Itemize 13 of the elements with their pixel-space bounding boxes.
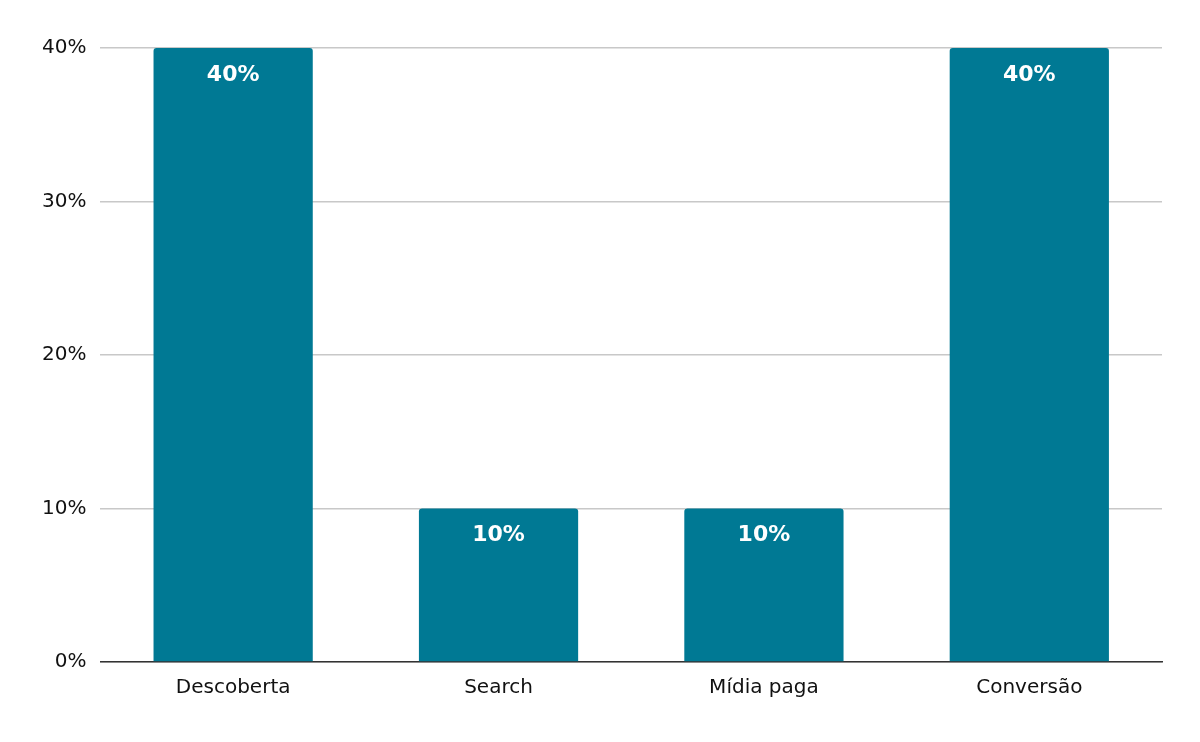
data-label: 10% xyxy=(737,521,791,547)
x-tick-label: Descoberta xyxy=(175,674,291,699)
x-tick-label: Mídia paga xyxy=(709,674,819,699)
x-tick-label: Conversão xyxy=(976,674,1083,699)
y-tick-label: 20% xyxy=(42,341,87,366)
data-label: 10% xyxy=(472,521,525,547)
data-label: 40% xyxy=(206,60,260,86)
y-tick-label: 0% xyxy=(54,648,87,673)
y-tick-label: 30% xyxy=(42,187,87,212)
y-tick-label: 10% xyxy=(42,494,87,519)
x-tick-label: Search xyxy=(464,674,533,699)
y-tick-label: 40% xyxy=(42,34,87,59)
data-label: 40% xyxy=(1002,60,1056,86)
